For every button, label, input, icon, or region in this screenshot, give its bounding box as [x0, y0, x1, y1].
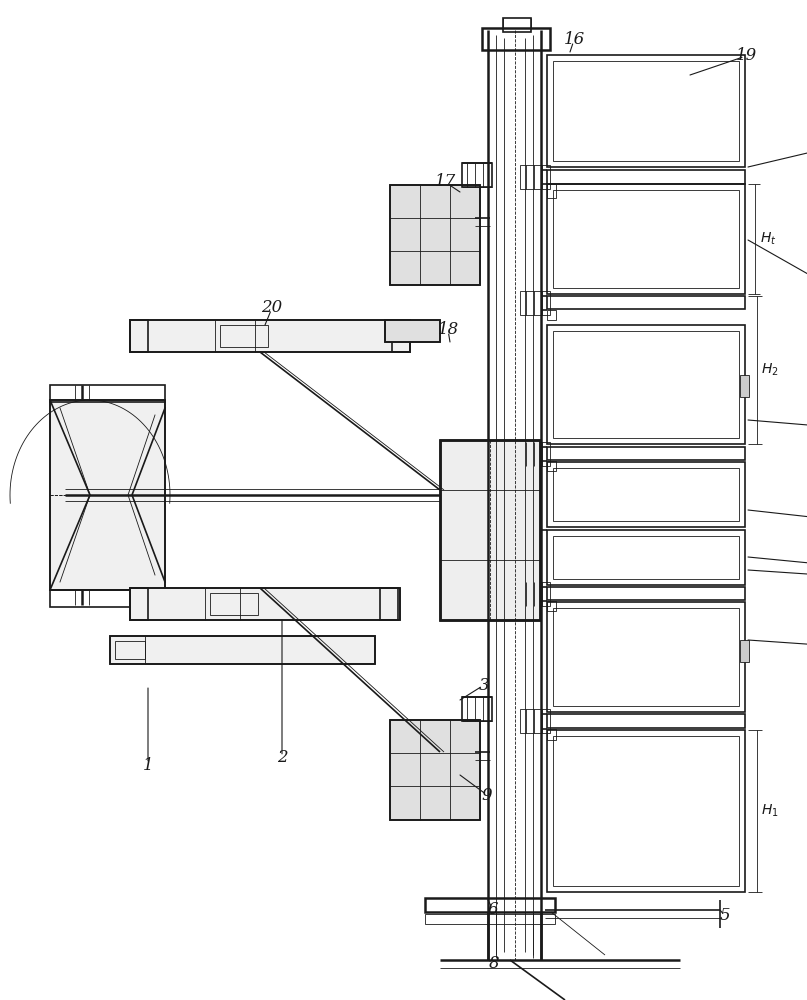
Bar [547, 461, 556, 471]
Bar [547, 601, 556, 611]
Bar [520, 709, 550, 733]
Bar [547, 184, 556, 198]
Bar [390, 720, 480, 820]
Bar [547, 55, 745, 167]
Bar [740, 640, 749, 662]
Bar [50, 400, 165, 590]
Text: 16: 16 [563, 31, 584, 48]
Bar [547, 714, 745, 728]
Bar [130, 588, 400, 620]
Text: 5: 5 [720, 908, 730, 924]
Bar [115, 641, 145, 659]
Bar [50, 400, 165, 590]
Text: 17: 17 [434, 174, 456, 190]
Bar [553, 468, 739, 521]
Text: $H_1$: $H_1$ [761, 803, 779, 819]
Bar [553, 736, 739, 886]
Text: 1: 1 [143, 756, 153, 774]
Text: 8: 8 [489, 954, 500, 972]
Bar [462, 163, 492, 187]
Text: $H_t$: $H_t$ [759, 231, 776, 247]
Bar [440, 440, 540, 620]
Bar [547, 530, 745, 585]
Bar [130, 320, 410, 352]
Bar [130, 588, 148, 620]
Bar [547, 184, 745, 294]
Bar [547, 170, 745, 184]
Bar [220, 325, 268, 347]
Bar [553, 61, 739, 161]
Bar [482, 28, 550, 50]
Bar [520, 165, 550, 189]
Bar [392, 320, 410, 352]
Bar [380, 588, 398, 620]
Bar [110, 636, 375, 664]
Bar [390, 185, 480, 285]
Text: 3: 3 [479, 676, 489, 694]
Bar [547, 462, 745, 527]
Bar [547, 729, 556, 740]
Bar [553, 331, 739, 438]
Bar [110, 636, 375, 664]
Bar [553, 536, 739, 579]
Text: 6: 6 [487, 902, 498, 918]
Bar [547, 310, 556, 320]
Bar [50, 385, 165, 402]
Text: 19: 19 [735, 47, 757, 64]
Bar [390, 720, 480, 820]
Bar [553, 190, 739, 288]
Bar [547, 447, 745, 460]
Bar [130, 588, 400, 620]
Bar [547, 587, 745, 600]
Bar [462, 697, 492, 721]
Bar [50, 590, 165, 607]
Bar [520, 582, 550, 606]
Bar [547, 730, 745, 892]
Bar [520, 442, 550, 466]
Text: 20: 20 [261, 300, 282, 316]
Text: 2: 2 [277, 750, 287, 766]
Bar [520, 291, 550, 315]
Bar [130, 320, 410, 352]
Bar [547, 325, 745, 444]
Text: 9: 9 [482, 786, 492, 804]
Text: $H_2$: $H_2$ [761, 362, 779, 378]
Bar [130, 320, 148, 352]
Bar [547, 296, 745, 309]
Bar [385, 320, 440, 342]
Bar [740, 375, 749, 397]
Bar [390, 185, 480, 285]
Bar [210, 593, 258, 615]
Text: 18: 18 [437, 322, 458, 338]
Bar [425, 914, 555, 924]
Bar [547, 602, 745, 712]
Bar [425, 898, 555, 912]
Bar [503, 18, 531, 32]
Bar [385, 320, 440, 342]
Bar [440, 440, 540, 620]
Bar [553, 608, 739, 706]
